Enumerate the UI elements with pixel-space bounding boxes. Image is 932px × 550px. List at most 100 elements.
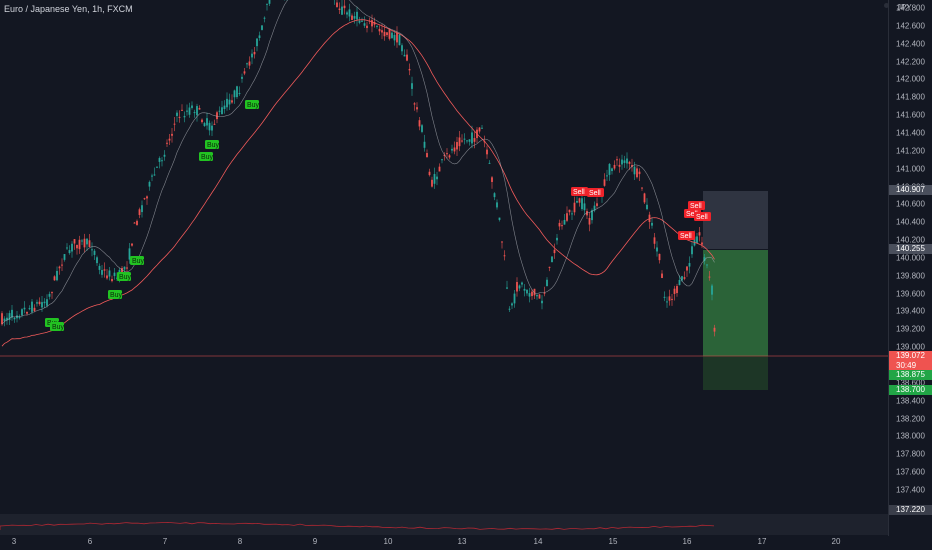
profit-target-zone	[703, 191, 768, 249]
candle-body	[263, 17, 266, 19]
candle-body	[588, 218, 591, 225]
candle-body	[653, 237, 656, 244]
stop-price-tag-2: 138.700	[889, 385, 932, 395]
candle-body	[38, 301, 41, 305]
price-tick-label: 140.200	[896, 235, 925, 245]
candle-body	[383, 31, 386, 37]
candle-body	[56, 270, 58, 281]
candle-body	[533, 288, 536, 296]
candle-body	[196, 106, 198, 116]
candle-body	[53, 276, 56, 281]
candle-body	[488, 162, 491, 164]
candle-body	[141, 205, 143, 213]
candle-body	[413, 103, 416, 105]
candle-body	[193, 112, 196, 114]
candle-body	[356, 11, 358, 20]
candle-body	[73, 239, 76, 244]
candle-body	[606, 175, 608, 177]
candle-body	[233, 90, 236, 98]
candle-body	[513, 293, 516, 304]
candle-body	[531, 291, 533, 297]
time-tick-label: 9	[312, 537, 318, 546]
candle-body	[596, 203, 598, 206]
candle-body	[411, 83, 413, 89]
time-tick-label: 20	[831, 537, 841, 546]
candle-body	[63, 254, 66, 260]
candle-body	[161, 160, 163, 162]
price-tick-label: 142.200	[896, 57, 925, 67]
sell-signal-label	[587, 188, 604, 197]
price-tick-label: 138.600	[896, 378, 925, 388]
stop-zone	[703, 356, 768, 390]
candle-body	[41, 302, 43, 308]
indicator-pane[interactable]	[0, 514, 888, 535]
candle-body	[103, 269, 106, 271]
candle-body	[426, 153, 428, 158]
candle-body	[433, 174, 436, 184]
symbol-legend[interactable]: Euro / Japanese Yen, 1h, FXCM	[4, 4, 133, 14]
candle-body	[13, 317, 16, 320]
candle-body	[438, 166, 441, 172]
candle-body	[8, 313, 11, 321]
candle-body	[676, 286, 678, 294]
candle-body	[338, 8, 341, 10]
candle-body	[661, 273, 663, 278]
candle-body	[468, 139, 471, 142]
price-tick-label: 139.800	[896, 271, 925, 281]
chart-area[interactable]: BuyBuyBuyBuyBuyBuyBuyBuySellSellSellSell…	[0, 0, 889, 512]
currency-label: JPY	[897, 3, 912, 12]
candle-body	[671, 298, 673, 300]
candle-body	[36, 302, 38, 304]
candle-body	[223, 105, 226, 110]
candle-body	[593, 205, 596, 211]
candle-body	[646, 204, 648, 210]
candle-body	[153, 174, 156, 176]
price-tick-label: 141.000	[896, 164, 925, 174]
candle-body	[436, 176, 438, 180]
candle-body	[706, 264, 708, 266]
candle-body	[371, 20, 373, 27]
candle-body	[428, 171, 431, 176]
candle-body	[393, 34, 396, 41]
candle-body	[681, 276, 683, 281]
time-tick-label: 8	[237, 537, 243, 546]
candle-body	[418, 120, 421, 127]
candle-body	[578, 198, 581, 203]
candle-body	[131, 243, 133, 246]
indicator-line	[0, 521, 715, 530]
candle-body	[256, 38, 258, 47]
candle-body	[551, 256, 553, 263]
sell-signal-text: Sell	[690, 203, 702, 210]
candle-body	[591, 210, 593, 221]
price-tick-label: 137.800	[896, 449, 925, 459]
candle-body	[241, 76, 243, 79]
indicator-series	[0, 521, 715, 530]
scroll-handle-icon[interactable]	[884, 3, 889, 8]
candle-body	[623, 160, 626, 163]
price-chart[interactable]: BuyBuyBuyBuyBuyBuyBuyBuySellSellSellSell…	[0, 0, 888, 512]
price-axis[interactable]: JPY 142.800 142.600 142.400 142.200 142.000 1…	[888, 0, 932, 536]
candle-body	[416, 107, 418, 110]
candle-body	[633, 166, 636, 175]
candle-body	[166, 142, 168, 144]
time-axis[interactable]: 3 6 7 8 9 10 13 14 15 16 17 20	[0, 536, 888, 550]
candle-body	[553, 249, 556, 254]
candle-body	[66, 247, 68, 249]
candle-body	[466, 140, 468, 142]
candle-body	[668, 296, 671, 301]
price-tick-label: 139.200	[896, 324, 925, 334]
candle-body	[526, 289, 528, 294]
candle-body	[351, 15, 353, 20]
candle-body	[246, 63, 248, 65]
candle-body	[346, 12, 348, 15]
candle-body	[143, 198, 146, 200]
candle-body	[348, 9, 351, 17]
candle-body	[546, 279, 548, 287]
candle-body	[698, 232, 701, 236]
candle-body	[228, 99, 231, 105]
price-tick-label: 138.200	[896, 414, 925, 424]
candle-body	[486, 149, 488, 155]
candle-body	[396, 32, 398, 43]
candle-body	[201, 119, 203, 123]
candle-body	[91, 249, 93, 251]
